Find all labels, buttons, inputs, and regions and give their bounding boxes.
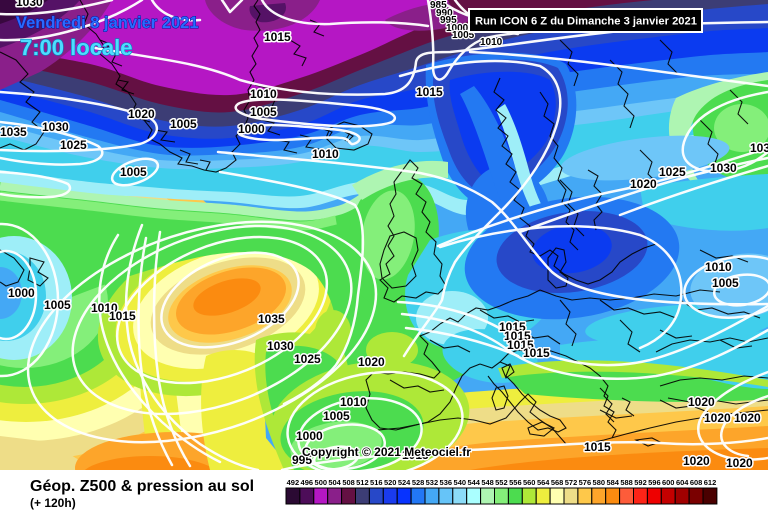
svg-text:1000: 1000 [446, 23, 469, 34]
svg-text:1020: 1020 [734, 411, 761, 425]
svg-text:1010: 1010 [705, 260, 732, 274]
svg-text:528: 528 [412, 478, 425, 487]
svg-text:995: 995 [292, 453, 312, 467]
svg-text:1010: 1010 [480, 37, 503, 48]
svg-text:103: 103 [750, 141, 768, 155]
svg-text:1020: 1020 [630, 177, 657, 191]
svg-text:496: 496 [301, 478, 314, 487]
svg-text:1005: 1005 [323, 409, 350, 423]
svg-text:1000: 1000 [238, 122, 265, 136]
svg-text:Vendredi 8 janvier 2021: Vendredi 8 janvier 2021 [16, 14, 199, 32]
svg-text:1015: 1015 [416, 85, 443, 99]
svg-text:544: 544 [467, 478, 480, 487]
svg-text:520: 520 [384, 478, 397, 487]
svg-text:1015: 1015 [402, 448, 429, 462]
svg-text:548: 548 [481, 478, 494, 487]
svg-text:1025: 1025 [659, 165, 686, 179]
svg-text:1030: 1030 [16, 0, 43, 9]
svg-text:1005: 1005 [120, 165, 147, 179]
svg-text:1000: 1000 [296, 429, 323, 443]
svg-text:Copyright © 2021 Meteociel.fr: Copyright © 2021 Meteociel.fr [302, 445, 471, 459]
svg-text:572: 572 [565, 478, 578, 487]
svg-text:508: 508 [342, 478, 355, 487]
svg-text:1015: 1015 [584, 440, 611, 454]
svg-text:1010: 1010 [312, 147, 339, 161]
svg-text:584: 584 [606, 478, 619, 487]
svg-text:1020: 1020 [704, 411, 731, 425]
svg-text:524: 524 [398, 478, 411, 487]
svg-text:1030: 1030 [710, 161, 737, 175]
svg-text:512: 512 [356, 478, 369, 487]
svg-text:1000: 1000 [8, 286, 35, 300]
svg-text:1030: 1030 [42, 120, 69, 134]
svg-text:592: 592 [634, 478, 647, 487]
svg-text:1010: 1010 [91, 301, 118, 315]
svg-text:1020: 1020 [726, 456, 753, 470]
svg-text:990: 990 [436, 8, 453, 19]
svg-text:1015: 1015 [499, 320, 526, 334]
svg-text:608: 608 [690, 478, 703, 487]
svg-text:(+ 120h): (+ 120h) [30, 496, 76, 510]
svg-text:1010: 1010 [340, 395, 367, 409]
svg-text:1015: 1015 [504, 329, 531, 343]
svg-text:536: 536 [440, 478, 453, 487]
svg-text:556: 556 [509, 478, 522, 487]
svg-text:1020: 1020 [688, 395, 715, 409]
svg-text:596: 596 [648, 478, 661, 487]
svg-text:1025: 1025 [60, 138, 87, 152]
svg-text:600: 600 [662, 478, 675, 487]
svg-text:568: 568 [551, 478, 564, 487]
svg-text:1035: 1035 [258, 312, 285, 326]
svg-text:1005: 1005 [712, 276, 739, 290]
svg-text:604: 604 [676, 478, 689, 487]
svg-text:1015: 1015 [523, 346, 550, 360]
svg-text:995: 995 [440, 15, 457, 26]
svg-text:504: 504 [328, 478, 341, 487]
svg-text:1035: 1035 [0, 125, 27, 139]
svg-text:580: 580 [593, 478, 606, 487]
svg-text:588: 588 [620, 478, 633, 487]
svg-text:985: 985 [430, 0, 447, 11]
svg-text:1005: 1005 [250, 105, 277, 119]
svg-text:1020: 1020 [683, 454, 710, 468]
svg-text:564: 564 [537, 478, 550, 487]
svg-text:1005: 1005 [44, 298, 71, 312]
svg-text:532: 532 [426, 478, 439, 487]
svg-text:552: 552 [495, 478, 508, 487]
svg-text:1025: 1025 [294, 352, 321, 366]
svg-text:1015: 1015 [264, 30, 291, 44]
svg-text:Run ICON 6 Z du Dimanche 3 jan: Run ICON 6 Z du Dimanche 3 janvier 2021 [475, 16, 697, 28]
svg-text:7:00 locale: 7:00 locale [20, 35, 133, 60]
svg-text:1030: 1030 [267, 339, 294, 353]
svg-text:500: 500 [315, 478, 328, 487]
svg-text:1020: 1020 [358, 355, 385, 369]
svg-text:1010: 1010 [250, 87, 277, 101]
svg-text:492: 492 [287, 478, 300, 487]
svg-text:1005: 1005 [170, 117, 197, 131]
svg-text:612: 612 [704, 478, 717, 487]
svg-text:540: 540 [454, 478, 467, 487]
svg-text:516: 516 [370, 478, 383, 487]
svg-text:Géop. Z500 & pression au sol: Géop. Z500 & pression au sol [30, 478, 254, 495]
svg-text:1020: 1020 [128, 107, 155, 121]
svg-text:576: 576 [579, 478, 592, 487]
svg-text:1015: 1015 [109, 309, 136, 323]
svg-text:1015: 1015 [507, 338, 534, 352]
svg-text:560: 560 [523, 478, 536, 487]
